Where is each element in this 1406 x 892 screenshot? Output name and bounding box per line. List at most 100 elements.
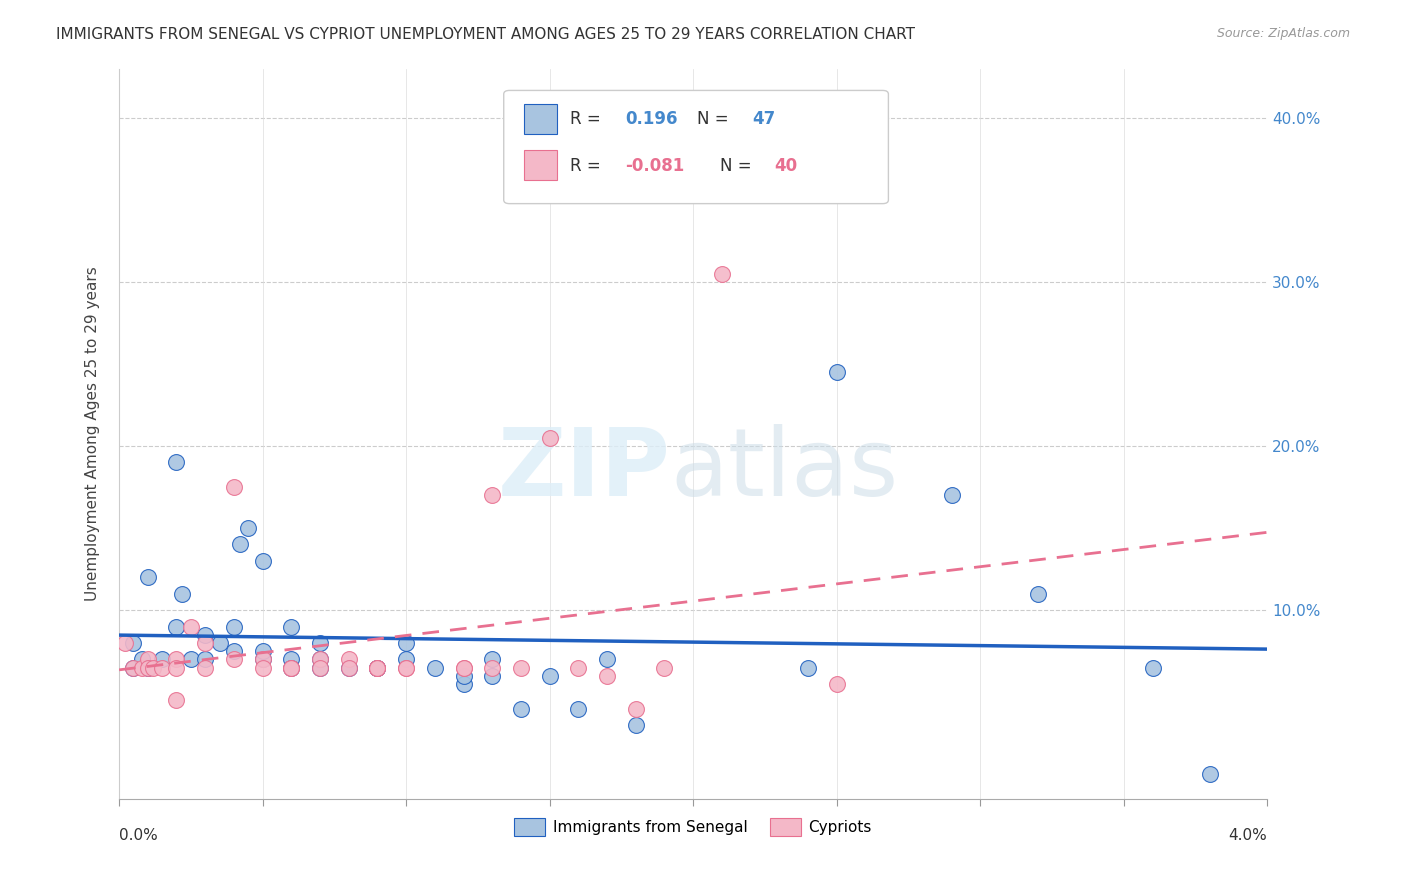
Text: 4.0%: 4.0% bbox=[1229, 828, 1267, 843]
Point bbox=[309, 660, 332, 674]
Point bbox=[337, 660, 360, 674]
Point bbox=[252, 644, 274, 658]
Point bbox=[142, 660, 165, 674]
Point bbox=[366, 660, 388, 674]
Point bbox=[481, 488, 503, 502]
Point bbox=[136, 660, 159, 674]
Point bbox=[395, 660, 418, 674]
Point bbox=[538, 669, 561, 683]
Point bbox=[252, 554, 274, 568]
Point bbox=[166, 455, 188, 469]
Point bbox=[510, 660, 533, 674]
Point bbox=[280, 660, 302, 674]
Point bbox=[114, 636, 136, 650]
Point bbox=[208, 636, 231, 650]
Point bbox=[309, 652, 332, 666]
Point bbox=[337, 652, 360, 666]
Point bbox=[122, 660, 145, 674]
Point bbox=[309, 636, 332, 650]
Point bbox=[122, 636, 145, 650]
FancyBboxPatch shape bbox=[524, 103, 557, 135]
Y-axis label: Unemployment Among Ages 25 to 29 years: Unemployment Among Ages 25 to 29 years bbox=[86, 267, 100, 601]
Point bbox=[252, 660, 274, 674]
Point bbox=[280, 660, 302, 674]
Point bbox=[453, 660, 475, 674]
FancyBboxPatch shape bbox=[524, 150, 557, 180]
Point bbox=[150, 652, 173, 666]
Point bbox=[825, 677, 848, 691]
Point bbox=[222, 619, 245, 633]
Point bbox=[481, 652, 503, 666]
Point bbox=[172, 587, 194, 601]
Point bbox=[366, 660, 388, 674]
Text: N =: N = bbox=[696, 110, 734, 128]
Point bbox=[194, 652, 217, 666]
Point bbox=[423, 660, 446, 674]
Point bbox=[941, 488, 963, 502]
Point bbox=[453, 669, 475, 683]
Point bbox=[180, 619, 202, 633]
Point bbox=[166, 660, 188, 674]
Point bbox=[166, 652, 188, 666]
Point bbox=[131, 660, 153, 674]
Point bbox=[194, 628, 217, 642]
Point bbox=[596, 669, 619, 683]
Legend: Immigrants from Senegal, Cypriots: Immigrants from Senegal, Cypriots bbox=[509, 812, 877, 842]
Text: ZIP: ZIP bbox=[498, 425, 671, 516]
Point bbox=[710, 267, 733, 281]
Text: R =: R = bbox=[571, 110, 606, 128]
Point bbox=[510, 701, 533, 715]
Point bbox=[280, 652, 302, 666]
Text: 0.196: 0.196 bbox=[626, 110, 678, 128]
Point bbox=[1142, 660, 1164, 674]
Point bbox=[222, 652, 245, 666]
Point bbox=[395, 652, 418, 666]
Point bbox=[624, 718, 647, 732]
Point bbox=[238, 521, 260, 535]
Point bbox=[309, 660, 332, 674]
Text: IMMIGRANTS FROM SENEGAL VS CYPRIOT UNEMPLOYMENT AMONG AGES 25 TO 29 YEARS CORREL: IMMIGRANTS FROM SENEGAL VS CYPRIOT UNEMP… bbox=[56, 27, 915, 42]
Point bbox=[136, 660, 159, 674]
Point bbox=[131, 652, 153, 666]
Point bbox=[395, 660, 418, 674]
Point bbox=[825, 365, 848, 379]
Point bbox=[309, 652, 332, 666]
Point bbox=[366, 660, 388, 674]
FancyBboxPatch shape bbox=[503, 90, 889, 203]
Text: -0.081: -0.081 bbox=[626, 157, 685, 175]
Point bbox=[481, 660, 503, 674]
Point bbox=[222, 644, 245, 658]
Point bbox=[280, 619, 302, 633]
Text: 0.0%: 0.0% bbox=[120, 828, 157, 843]
Point bbox=[624, 701, 647, 715]
Point bbox=[166, 693, 188, 707]
Point bbox=[136, 570, 159, 584]
Point bbox=[337, 660, 360, 674]
Point bbox=[136, 652, 159, 666]
Point bbox=[366, 660, 388, 674]
Text: R =: R = bbox=[571, 157, 606, 175]
Text: Source: ZipAtlas.com: Source: ZipAtlas.com bbox=[1216, 27, 1350, 40]
Point bbox=[567, 701, 589, 715]
Point bbox=[252, 652, 274, 666]
Point bbox=[280, 660, 302, 674]
Point bbox=[150, 660, 173, 674]
Text: N =: N = bbox=[720, 157, 756, 175]
Point bbox=[366, 660, 388, 674]
Point bbox=[538, 431, 561, 445]
Text: 40: 40 bbox=[775, 157, 797, 175]
Point bbox=[453, 660, 475, 674]
Point bbox=[1026, 587, 1049, 601]
Point bbox=[222, 480, 245, 494]
Point bbox=[194, 660, 217, 674]
Point bbox=[453, 677, 475, 691]
Point bbox=[395, 636, 418, 650]
Text: atlas: atlas bbox=[671, 425, 898, 516]
Text: 47: 47 bbox=[752, 110, 775, 128]
Point bbox=[252, 652, 274, 666]
Point bbox=[180, 652, 202, 666]
Point bbox=[228, 537, 250, 551]
Point bbox=[194, 636, 217, 650]
Point bbox=[122, 660, 145, 674]
Point bbox=[797, 660, 820, 674]
